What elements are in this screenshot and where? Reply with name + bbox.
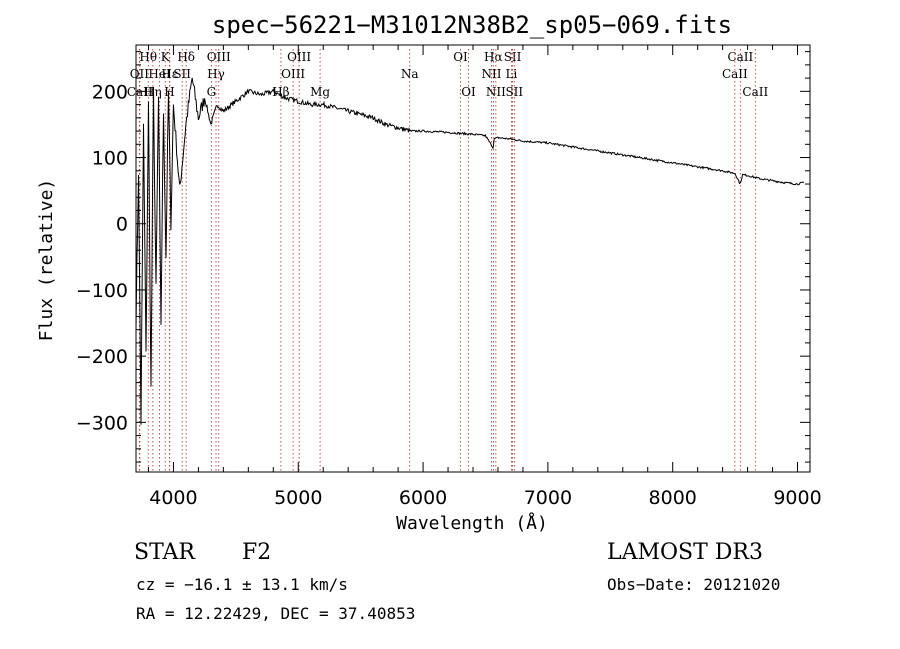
- x-tick-label: 7000: [524, 487, 572, 509]
- y-tick-label: 200: [92, 81, 128, 103]
- line-marker-label: Hη: [144, 85, 162, 99]
- line-marker-label: HeI: [148, 67, 171, 81]
- object-subclass: F2: [242, 540, 272, 565]
- x-axis: 4000 5000 6000 7000 8000 9000: [147, 45, 822, 509]
- line-marker-label: Hβ: [272, 85, 289, 99]
- line-marker-label: SII: [504, 50, 522, 64]
- y-tick-label: −100: [76, 280, 128, 302]
- chart-title: spec−56221−M31012N38B2_sp05−069.fits: [212, 11, 732, 39]
- line-marker-label: OIII: [287, 50, 311, 64]
- line-marker-label: NII: [486, 85, 506, 99]
- x-tick-label: 4000: [149, 487, 197, 509]
- line-marker-label: CaII: [722, 67, 748, 81]
- line-marker-label: NII: [481, 67, 501, 81]
- line-marker-label: G: [207, 85, 217, 99]
- line-marker-label: CaII: [127, 85, 153, 99]
- line-marker-label: Hδ: [177, 50, 195, 64]
- line-marker-label: SII: [505, 85, 523, 99]
- line-marker-label: OI: [461, 85, 476, 99]
- object-type: STAR: [134, 540, 195, 565]
- x-tick-label: 5000: [274, 487, 322, 509]
- obs-date: Obs−Date: 20121020: [607, 575, 781, 594]
- line-marker-label: SII: [173, 67, 191, 81]
- line-marker-label: Na: [401, 67, 419, 81]
- y-axis: −300 −200 −100 0 100 200: [76, 51, 810, 463]
- y-tick-label: −300: [76, 412, 128, 434]
- line-marker-label: Li: [506, 67, 518, 81]
- x-tick-label: 9000: [773, 487, 821, 509]
- line-marker-label: Hγ: [207, 67, 225, 81]
- redshift-cz: cz = −16.1 ± 13.1 km/s: [136, 575, 348, 594]
- y-tick-label: −200: [76, 346, 128, 368]
- line-marker-label: Hα: [484, 50, 503, 64]
- y-tick-label: 100: [92, 148, 128, 170]
- y-tick-label: 0: [116, 214, 128, 236]
- line-marker-label: CaII: [727, 50, 753, 64]
- coordinates: RA = 12.22429, DEC = 37.40853: [136, 604, 416, 623]
- x-axis-label: Wavelength (Å): [396, 512, 548, 534]
- x-tick-label: 6000: [399, 487, 447, 509]
- series-layer: [135, 77, 805, 425]
- line-marker-label: Hε: [161, 67, 178, 81]
- y-axis-label: Flux (relative): [36, 179, 57, 342]
- line-marker-label: Hθ: [139, 50, 157, 64]
- line-marker-label: CaII: [742, 85, 768, 99]
- line-marker-label: OI: [453, 50, 468, 64]
- line-marker-label: H: [164, 85, 174, 99]
- spectrum-line: [135, 77, 805, 425]
- line-marker-label: K: [161, 50, 171, 64]
- plot-frame: [135, 44, 811, 473]
- line-marker-label: Mg: [310, 85, 330, 99]
- line-marker-label: OIII: [281, 67, 305, 81]
- survey-name: LAMOST DR3: [607, 540, 763, 565]
- line-marker-label: OIII: [207, 50, 231, 64]
- x-tick-label: 8000: [649, 487, 697, 509]
